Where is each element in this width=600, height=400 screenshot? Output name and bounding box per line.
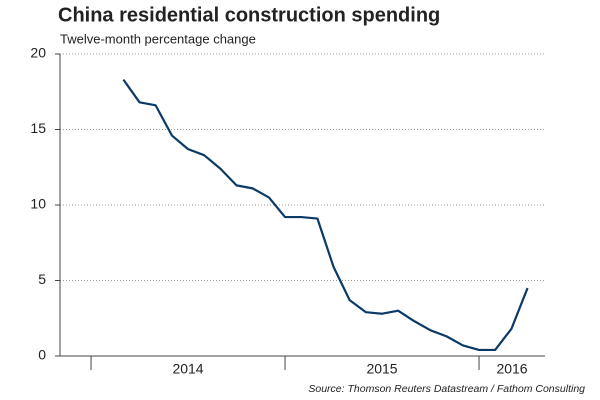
x-tick-label: 2015 — [366, 361, 397, 377]
data-line — [122, 79, 529, 352]
source-note: Source: Thomson Reuters Datastream / Fat… — [308, 383, 585, 395]
y-tick-label: 20 — [30, 45, 46, 61]
y-tick-label: 5 — [38, 271, 46, 287]
y-tick-label: 15 — [30, 120, 46, 136]
chart-subtitle: Twelve-month percentage change — [60, 31, 256, 46]
chart-title: China residential construction spending — [58, 4, 440, 26]
y-tick-label: 10 — [30, 196, 46, 212]
x-tick-label: 2016 — [496, 361, 527, 377]
x-tick-label: 2014 — [172, 361, 203, 377]
y-tick-label: 0 — [38, 347, 46, 363]
